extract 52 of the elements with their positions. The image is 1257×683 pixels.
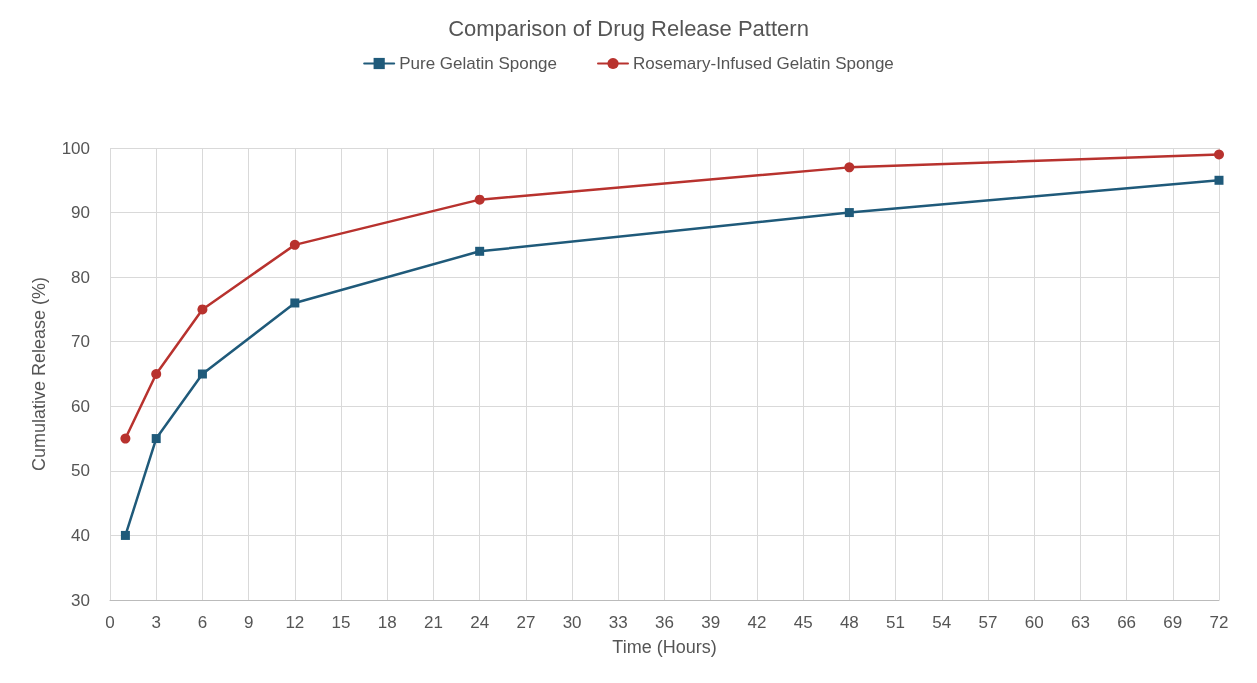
x-tick-label: 3 [151, 613, 161, 632]
legend-label: Rosemary-Infused Gelatin Sponge [633, 54, 894, 73]
x-tick-label: 69 [1163, 613, 1183, 632]
x-tick-label: 12 [285, 613, 305, 632]
x-tick-label: 6 [197, 613, 208, 632]
point [120, 530, 130, 540]
y-tick-label: 30 [71, 590, 90, 610]
point [151, 369, 162, 379]
x-tick-label: 45 [793, 613, 813, 632]
chart-title: Comparison of Drug Release Pattern [448, 15, 809, 41]
point [289, 239, 300, 250]
x-tick-label: 51 [886, 613, 905, 632]
x-tick-label: 0 [105, 613, 115, 632]
x-tick-label: 54 [932, 613, 952, 632]
x-tick-label: 72 [1209, 613, 1229, 632]
x-tick-label: 15 [331, 613, 351, 632]
x-tick-label: 57 [978, 613, 998, 632]
y-tick-label: 60 [71, 396, 90, 416]
x-tick-label: 36 [655, 613, 674, 632]
x-tick-label: 60 [1024, 613, 1044, 632]
y-tick-label: 80 [71, 267, 90, 287]
x-tick-label: 24 [470, 613, 490, 632]
y-tick-label: 100 [61, 138, 90, 158]
x-tick-label: 66 [1117, 613, 1137, 632]
point [1214, 149, 1224, 160]
point [120, 433, 131, 444]
point [197, 304, 208, 315]
x-tick-label: 21 [424, 613, 443, 632]
point [475, 246, 485, 256]
x-tick-label: 30 [562, 613, 582, 632]
point [474, 194, 485, 205]
legend-label: Pure Gelatin Sponge [399, 54, 558, 73]
y-tick-label: 90 [71, 203, 90, 223]
point [1214, 175, 1224, 185]
x-tick-label: 42 [747, 613, 767, 632]
y-tick-label: 40 [71, 525, 90, 545]
x-tick-label: 9 [243, 613, 254, 632]
x-axis-title: Time (Hours) [612, 637, 717, 657]
y-tick-label: 50 [71, 461, 90, 481]
point [151, 434, 161, 444]
point [844, 162, 855, 173]
point [844, 208, 854, 218]
x-tick-label: 27 [516, 613, 536, 632]
x-tick-label: 48 [839, 613, 859, 632]
point [290, 298, 300, 308]
y-axis-title: Cumulative Release (%) [29, 276, 49, 472]
x-tick-label: 63 [1070, 613, 1090, 632]
x-tick-label: 33 [608, 613, 628, 632]
x-tick-label: 39 [701, 613, 721, 632]
point [197, 369, 207, 379]
x-tick-label: 18 [377, 613, 397, 632]
y-tick-label: 70 [71, 332, 90, 352]
